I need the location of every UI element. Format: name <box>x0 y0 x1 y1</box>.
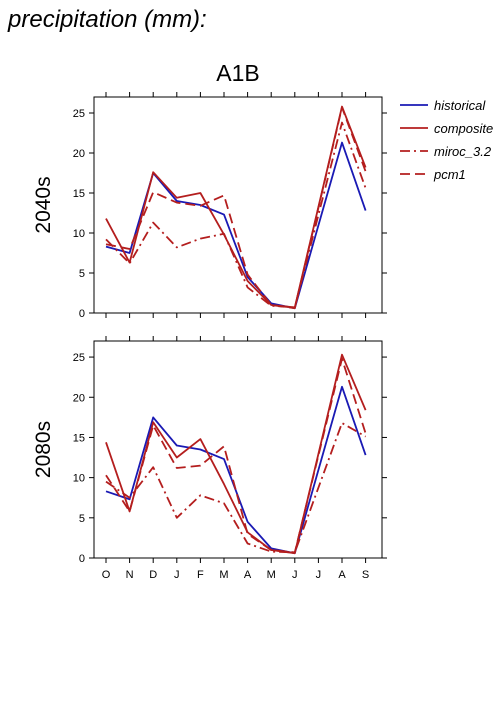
y-tick-label: 15 <box>73 188 85 200</box>
series-line-composite <box>105 105 367 309</box>
series-line-pcm1 <box>105 357 367 554</box>
y-tick-label: 15 <box>73 432 85 444</box>
series-line-historical <box>105 141 367 310</box>
plot-frame <box>93 340 383 559</box>
series-line-miroc_3.2 <box>105 422 367 554</box>
page-title: precipitation (mm): <box>8 6 207 33</box>
row-label-2040s: 2040s <box>32 176 55 233</box>
series-line-historical <box>105 385 367 555</box>
x-tick-label: F <box>197 569 204 581</box>
series-line-miroc_3.2 <box>105 121 367 309</box>
y-tick-label: 10 <box>73 473 85 485</box>
legend-label-historical: historical <box>434 98 486 113</box>
column-title: A1B <box>216 60 259 86</box>
series-line-composite <box>105 353 367 555</box>
x-tick-label: M <box>219 569 228 581</box>
panel-2040s: 0 5 10 15 20 25 2040s <box>32 92 387 320</box>
y-tick-label: 20 <box>73 392 85 404</box>
x-tick-label: S <box>362 569 369 581</box>
y-tick-label: 0 <box>79 308 85 320</box>
y-tick-label: 25 <box>73 108 85 120</box>
plot-frame <box>93 96 383 314</box>
y-tick-label: 5 <box>79 513 85 525</box>
y-tick-label: 0 <box>79 553 85 565</box>
x-tick-label: D <box>149 569 157 581</box>
legend: historical composite miroc_3.2 pcm1 <box>400 98 493 182</box>
x-tick-label: J <box>174 569 180 581</box>
legend-label-composite: composite <box>434 121 493 136</box>
x-tick-label: J <box>292 569 298 581</box>
y-tick-label: 10 <box>73 228 85 240</box>
y-tick-label: 25 <box>73 352 85 364</box>
x-tick-label: A <box>338 569 346 581</box>
x-tick-label: M <box>267 569 276 581</box>
x-tick-label: O <box>102 569 111 581</box>
panel-2080s: 0 5 10 15 20 25 O N D J F M A M J J A S 2080s <box>32 336 387 581</box>
series-line-pcm1 <box>105 106 367 310</box>
legend-label-miroc_3.2: miroc_3.2 <box>434 144 492 159</box>
panels-layer: 0 5 10 15 20 25 2040s 0 5 10 15 20 25 O N D J F M A M J J A S 208… <box>32 92 387 581</box>
legend-label-pcm1: pcm1 <box>433 167 466 182</box>
x-tick-label: J <box>316 569 322 581</box>
x-tick-label: N <box>126 569 134 581</box>
x-tick-label: A <box>244 569 252 581</box>
y-tick-label: 20 <box>73 148 85 160</box>
y-tick-label: 5 <box>79 268 85 280</box>
row-label-2080s: 2080s <box>32 421 55 478</box>
